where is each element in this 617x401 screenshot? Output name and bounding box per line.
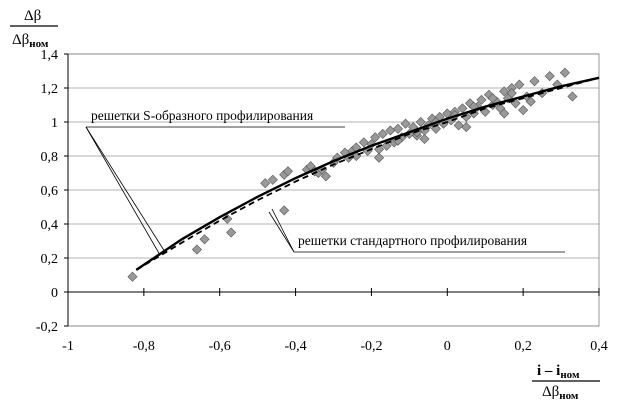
data-point (514, 79, 525, 90)
data-point (567, 91, 578, 102)
x-axis-label: i – iном Δβном (532, 363, 600, 401)
svg-text:решетки S-образного профилиров: решетки S-образного профилирования (91, 108, 313, 123)
data-point (506, 88, 517, 99)
data-points (127, 67, 578, 282)
data-point (544, 71, 555, 82)
data-point (499, 86, 510, 97)
data-point (499, 108, 510, 119)
annotation-leader-s-1 (85, 126, 166, 253)
x-tick-label: 0 (444, 339, 451, 354)
data-point (559, 67, 570, 78)
grid (67, 53, 600, 327)
data-point (320, 171, 331, 182)
data-point (191, 244, 202, 255)
x-tick-label: 0,4 (590, 339, 608, 354)
data-point (518, 105, 529, 116)
data-point (529, 76, 540, 87)
x-label-denominator: Δβном (542, 384, 579, 401)
fit-lines (135, 76, 600, 271)
y-tick-label: 1,2 (41, 82, 59, 97)
data-point (358, 137, 369, 148)
annotation-leader-std-2 (271, 208, 295, 253)
x-label-numerator: i – iном (537, 363, 580, 381)
y-tick-label: 0,6 (41, 184, 59, 199)
y-tick-label: 1,4 (41, 48, 59, 63)
y-axis-label: Δβ Δβном (10, 8, 58, 50)
y-tick-label: 0,8 (41, 150, 59, 165)
x-tick-label: -1 (62, 339, 74, 354)
standard-profile-curve (135, 76, 600, 271)
s-profile-curve (135, 76, 600, 271)
data-point (392, 123, 404, 134)
data-point (226, 227, 237, 238)
data-point (260, 178, 271, 189)
data-point (377, 128, 388, 139)
y-tick-label: -0,2 (36, 320, 58, 335)
annotation-leader-std-1 (268, 211, 295, 253)
data-point (453, 120, 464, 131)
svg-text:решетки стандартного профилиро: решетки стандартного профилирования (298, 233, 527, 248)
annotation-standard-profile: решетки стандартного профилирования (268, 208, 565, 253)
data-point (487, 93, 498, 104)
data-point (282, 166, 294, 177)
y-tick-label: 1 (51, 116, 58, 131)
data-point (381, 140, 392, 151)
y-tick-label: 0,2 (41, 252, 59, 267)
data-point (267, 174, 278, 185)
y-tick-labels: -0,2 0 0,2 0,4 0,6 0,8 1 1,2 1,4 (36, 48, 58, 335)
data-point (476, 94, 487, 105)
data-point (373, 152, 385, 163)
y-tick-label: 0 (51, 286, 58, 301)
x-tick-label: 0,2 (514, 339, 532, 354)
annotation-leader-s-2 (85, 126, 161, 256)
axes (64, 53, 600, 327)
x-tick-label: -0,4 (284, 339, 306, 354)
data-point (461, 122, 472, 133)
data-point (400, 118, 411, 129)
x-tick-label: -0,2 (360, 339, 382, 354)
data-point (525, 96, 536, 107)
data-point (419, 133, 430, 145)
data-point (199, 234, 210, 245)
x-tick-label: -0,8 (133, 339, 155, 354)
x-tick-labels: -1 -0,8 -0,6 -0,4 -0,2 0 0,2 0,4 (62, 339, 608, 354)
data-point (370, 132, 381, 143)
data-point (415, 116, 426, 128)
y-label-denominator: Δβном (12, 32, 49, 50)
y-tick-label: 0,4 (41, 218, 59, 233)
data-point (279, 205, 290, 216)
x-tick-label: -0,6 (209, 339, 231, 354)
y-label-numerator: Δβ (24, 8, 41, 24)
data-point (127, 271, 138, 282)
annotation-s-profile: решетки S-образного профилирования (85, 108, 345, 256)
